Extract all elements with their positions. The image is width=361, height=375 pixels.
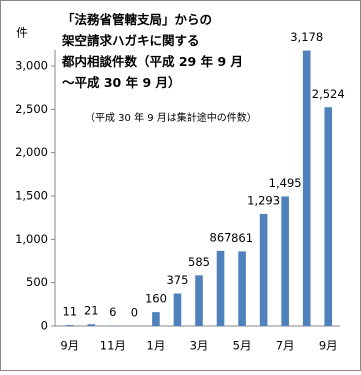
value-label: 375 [166, 273, 188, 287]
chart-title: ～平成 30 年 9 月） [62, 75, 181, 90]
x-tick-label: 1月 [147, 339, 166, 353]
value-label: 21 [84, 304, 99, 318]
value-label: 861 [231, 231, 253, 245]
bar [324, 107, 333, 327]
bar [87, 324, 96, 326]
y-tick-label: 2,000 [15, 145, 48, 159]
bar [216, 250, 225, 326]
x-tick-label: 9月 [319, 339, 338, 353]
y-axis-label: 件 [16, 26, 28, 40]
value-label: 3,178 [290, 30, 323, 44]
bar [109, 325, 117, 326]
note: （平成 30 年 9 月は集計途中の件数） [85, 111, 257, 124]
value-label: 1,293 [247, 193, 280, 207]
bar [173, 293, 182, 326]
value-label: 0 [131, 306, 138, 320]
bar [65, 325, 74, 326]
bar [259, 213, 268, 326]
bar [281, 196, 289, 326]
value-label: 1,495 [269, 176, 302, 190]
value-label: 160 [145, 292, 167, 306]
value-label: 2,524 [312, 87, 345, 101]
x-tick-label: 9月 [60, 339, 79, 353]
value-label: 585 [188, 255, 210, 269]
x-tick-label: 11月 [100, 339, 126, 353]
value-label: 6 [109, 305, 116, 319]
y-tick-label: 1,500 [15, 189, 48, 203]
bar [152, 312, 160, 326]
chart-title: 「法務省管轄支局」からの [62, 12, 212, 27]
chart-title: 架空請求ハガキに関する [61, 33, 200, 48]
bar [302, 50, 311, 326]
bar [238, 251, 246, 326]
bar [195, 275, 203, 326]
chart-title: 都内相談件数（平成 29 年 9 月 [61, 54, 243, 69]
x-tick-label: 7月 [276, 339, 295, 353]
x-tick-label: 5月 [233, 339, 252, 353]
y-tick-label: 0 [41, 319, 48, 333]
y-tick-label: 3,000 [15, 59, 48, 73]
value-label: 867 [210, 230, 232, 244]
y-tick-label: 500 [26, 275, 48, 289]
y-tick-label: 2,500 [15, 102, 48, 116]
value-label: 11 [62, 305, 77, 319]
y-tick-label: 1,000 [15, 232, 48, 246]
x-tick-label: 3月 [190, 339, 209, 353]
